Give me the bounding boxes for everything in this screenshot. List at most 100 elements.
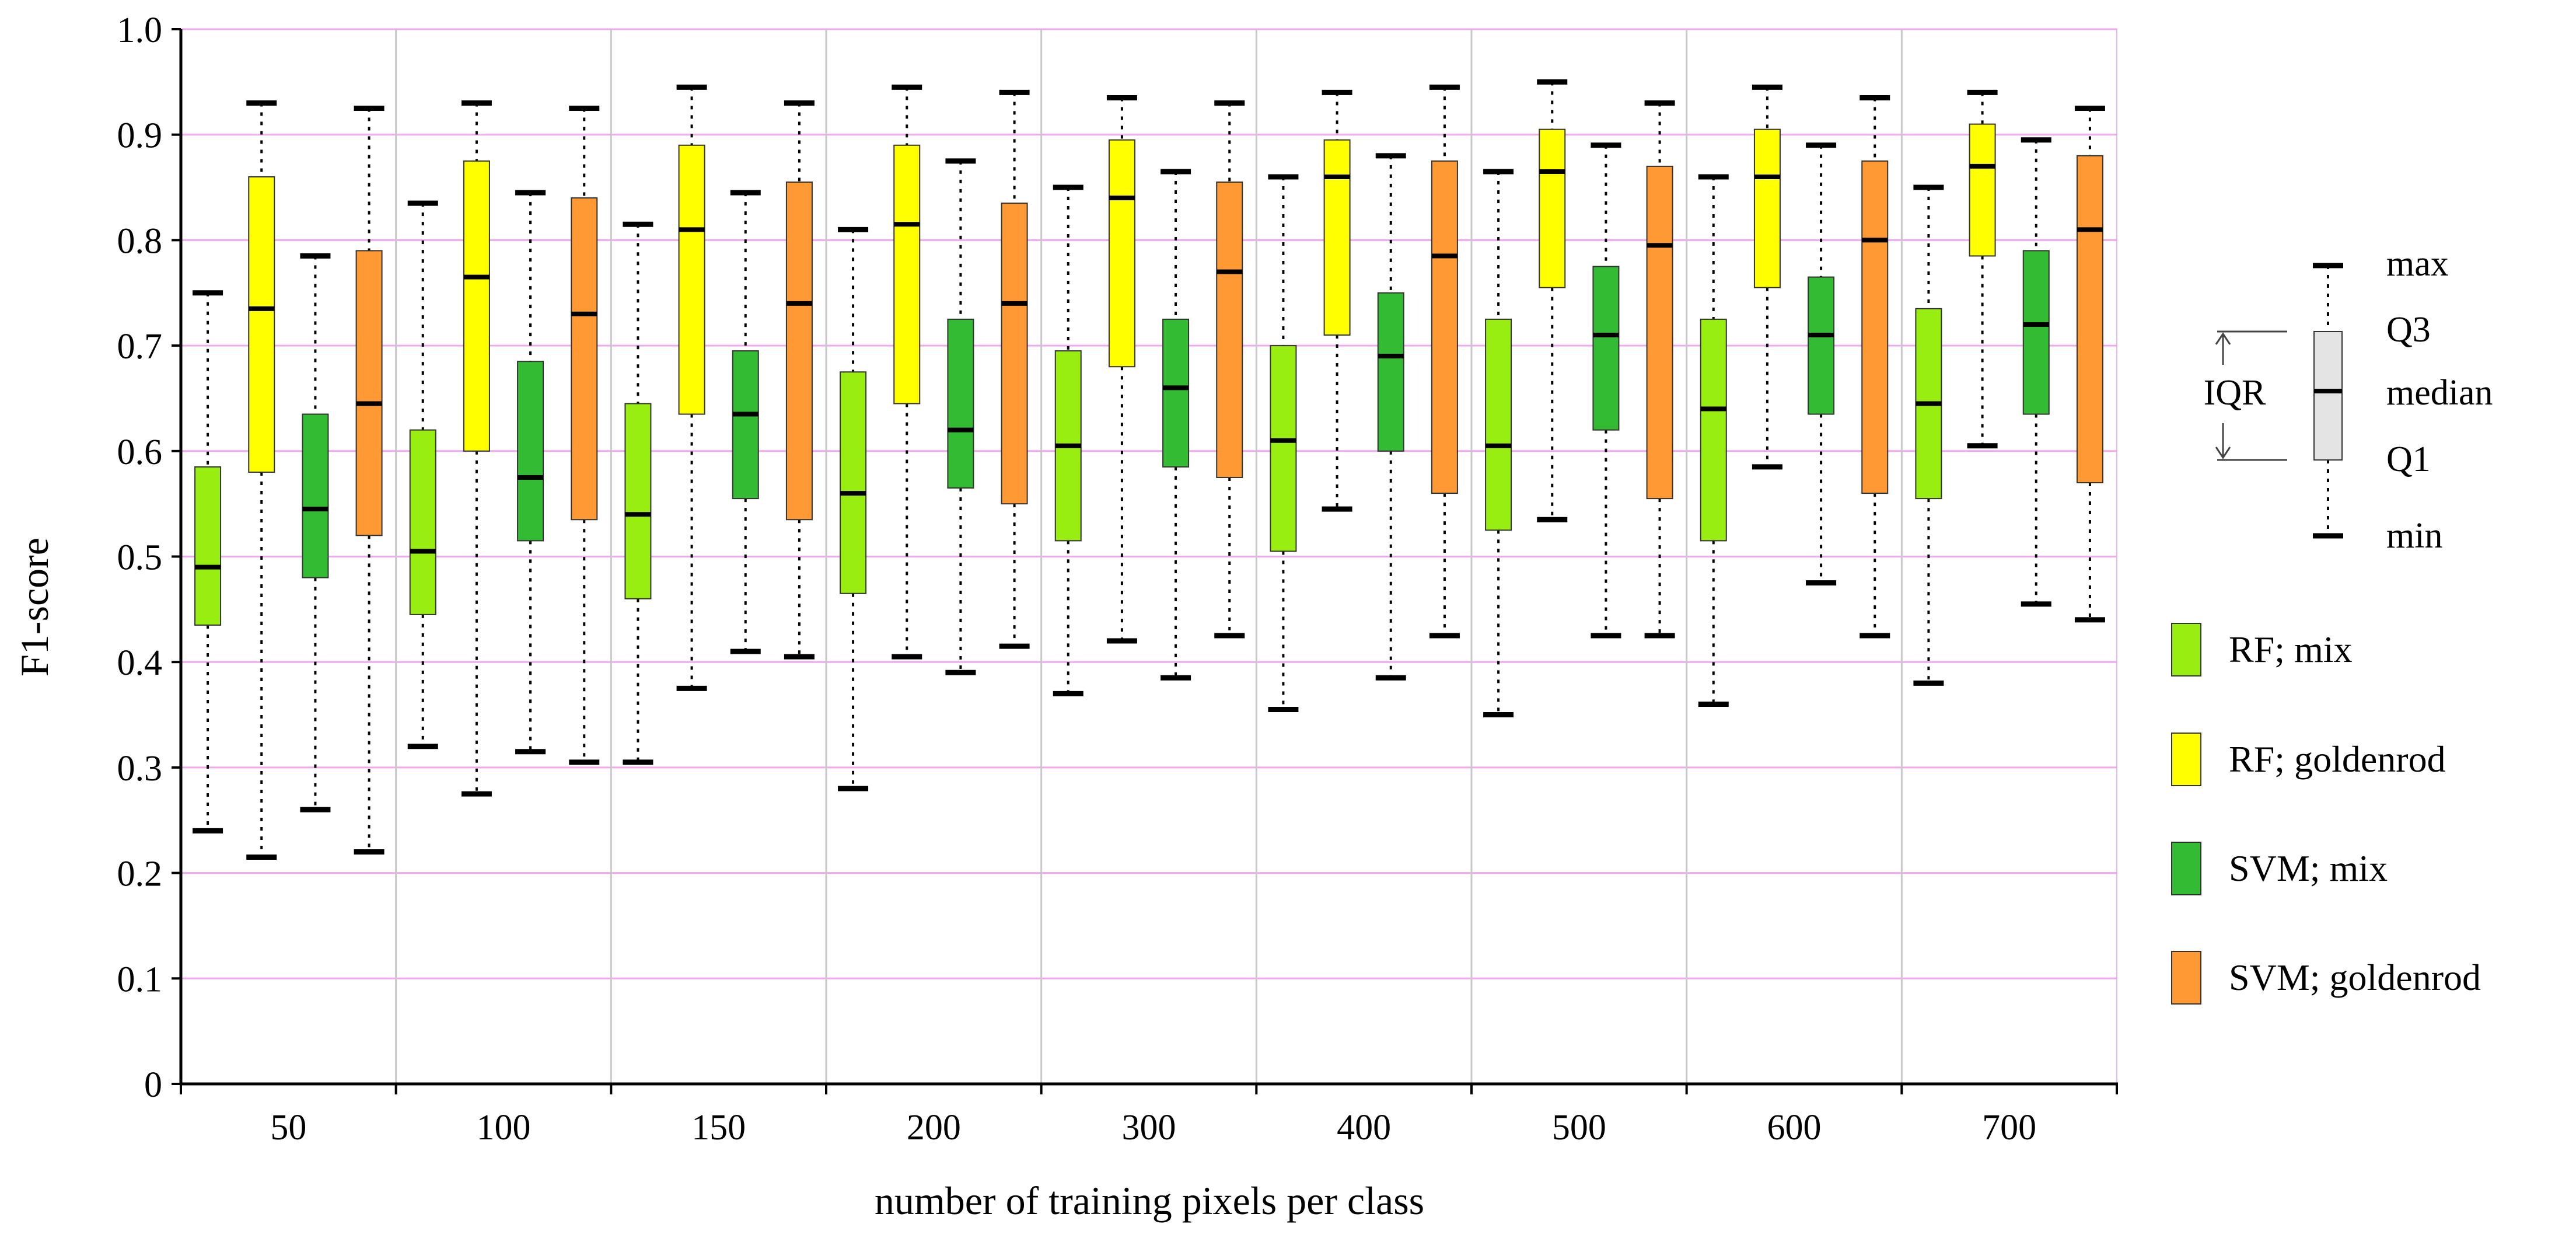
iqr-box	[1539, 128, 1566, 288]
box-rf-mix-150	[623, 221, 653, 765]
box-rf-goldenrod-300	[1106, 95, 1137, 644]
box-svm-goldenrod-700	[2074, 106, 2105, 623]
y-axis-label: F1-score	[12, 538, 57, 676]
box-svm-mix-150	[730, 190, 761, 654]
y-tick-label: 0.3	[117, 749, 163, 789]
iqr-box	[1808, 276, 1835, 415]
box-rf-goldenrod-400	[1322, 89, 1352, 512]
legend-swatch	[2171, 623, 2201, 676]
iqr-box	[1323, 139, 1351, 336]
x-tick-label-400: 400	[1337, 1108, 1391, 1148]
box-rf-goldenrod-150	[676, 84, 707, 691]
iqr-box	[248, 176, 275, 473]
box-rf-goldenrod-200	[892, 84, 922, 660]
iqr-box	[1861, 160, 1889, 494]
box-rf-mix-500	[1483, 169, 1514, 718]
y-tick-label: 0.1	[117, 960, 163, 999]
box-svm-mix-50	[300, 253, 331, 812]
x-tick-label-100: 100	[477, 1108, 531, 1148]
iqr-box	[463, 160, 490, 452]
boxes-layer	[193, 79, 2105, 860]
iqr-box	[1162, 318, 1190, 468]
legend-item-rf-mix: RF; mix	[2171, 623, 2353, 676]
y-tick-label: 0.9	[117, 116, 163, 156]
box-rf-goldenrod-600	[1752, 84, 1782, 470]
iqr-box	[302, 413, 329, 578]
x-tick-label-50: 50	[270, 1108, 306, 1148]
box-svm-mix-500	[1591, 142, 1621, 639]
box-rf-mix-300	[1053, 184, 1083, 696]
box-rf-mix-600	[1698, 174, 1729, 707]
box-svm-goldenrod-100	[569, 106, 600, 765]
legend-swatch	[2171, 842, 2201, 895]
box-svm-goldenrod-500	[1644, 100, 1675, 639]
box-svm-mix-600	[1806, 142, 1837, 586]
legend-swatch	[2171, 951, 2201, 1005]
box-rf-mix-100	[407, 200, 438, 749]
x-tick-label-300: 300	[1122, 1108, 1176, 1148]
box-svm-goldenrod-600	[1860, 95, 1890, 639]
x-tick-label-700: 700	[1982, 1108, 2036, 1148]
iqr-box	[1485, 318, 1512, 531]
iqr-box	[355, 250, 383, 536]
box-svm-goldenrod-400	[1429, 84, 1460, 639]
x-tick-label-600: 600	[1767, 1108, 1822, 1148]
x-tick-label-150: 150	[691, 1108, 746, 1148]
iqr-box	[517, 361, 544, 542]
y-tick-label: 0.7	[117, 327, 163, 367]
legend-item-svm-goldenrod: SVM; goldenrod	[2171, 951, 2481, 1005]
box-rf-goldenrod-700	[1967, 89, 1998, 449]
x-tick-label-200: 200	[907, 1108, 961, 1148]
iqr-box	[2022, 250, 2050, 415]
box-rf-goldenrod-100	[461, 100, 492, 797]
box-rf-mix-50	[193, 290, 223, 834]
y-tick-label: 0.4	[117, 643, 163, 683]
box-rf-mix-200	[838, 226, 869, 791]
y-tick-label: 0.6	[117, 433, 163, 472]
iqr-box	[1108, 139, 1135, 368]
iqr-box	[1753, 128, 1781, 288]
legend-label: RF; mix	[2229, 629, 2353, 670]
box-svm-mix-300	[1161, 169, 1191, 681]
iqr-box	[678, 144, 705, 415]
key-iqr-arrowhead-down	[2215, 447, 2231, 459]
iqr-box	[785, 182, 813, 521]
box-rf-goldenrod-50	[246, 100, 277, 860]
box-svm-mix-200	[945, 158, 976, 675]
legend-item-svm-mix: SVM; mix	[2171, 842, 2388, 895]
box-svm-mix-400	[1375, 153, 1406, 681]
key-iqr-arrowhead-up	[2215, 332, 2231, 345]
iqr-box	[1969, 123, 1996, 257]
box-svm-goldenrod-50	[354, 106, 385, 855]
iqr-box	[2076, 155, 2103, 484]
box-rf-goldenrod-500	[1537, 79, 1568, 522]
key-box	[2313, 331, 2343, 461]
iqr-box	[840, 371, 867, 594]
box-svm-mix-700	[2021, 137, 2051, 607]
box-svm-mix-100	[515, 190, 546, 755]
legend-label: SVM; goldenrod	[2229, 957, 2481, 998]
iqr-box	[624, 403, 652, 599]
key-min-label: min	[2386, 516, 2442, 556]
iqr-box	[1700, 318, 1727, 542]
boxplot-key: IQR max Q3 median Q1 min	[2204, 244, 2493, 556]
iqr-box	[1431, 160, 1458, 494]
key-median-label: median	[2386, 373, 2493, 413]
box-svm-goldenrod-200	[999, 89, 1030, 649]
y-tick-label: 0.2	[117, 855, 163, 894]
y-tick-label: 0.8	[117, 221, 163, 261]
legend-label: RF; goldenrod	[2229, 738, 2446, 780]
iqr-box	[194, 466, 222, 626]
legend-item-rf-goldenrod: RF; goldenrod	[2171, 733, 2446, 786]
y-tick-label: 0	[144, 1065, 162, 1105]
x-axis-label: number of training pixels per class	[875, 1178, 1424, 1223]
y-tick-label: 0.5	[117, 538, 163, 578]
iqr-box	[1270, 345, 1297, 552]
key-iqr-label: IQR	[2204, 373, 2266, 413]
box-svm-goldenrod-150	[784, 100, 815, 660]
box-svm-goldenrod-300	[1214, 100, 1245, 639]
iqr-box	[1377, 292, 1404, 452]
iqr-box	[732, 350, 759, 500]
iqr-box	[1646, 165, 1673, 500]
